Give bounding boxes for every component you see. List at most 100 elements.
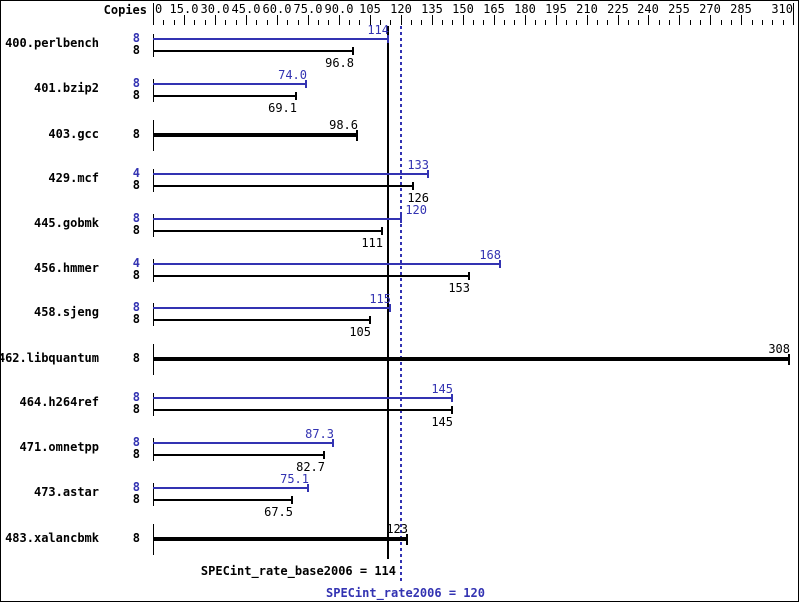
base-value-label: 126 xyxy=(407,191,429,205)
axis-tick xyxy=(236,20,237,25)
copies-value: 8 xyxy=(132,43,140,57)
axis-tick xyxy=(421,20,422,25)
peak-bar xyxy=(153,442,333,444)
copies-value: 8 xyxy=(132,127,140,141)
copies-value: 8 xyxy=(132,300,140,314)
bar-end-cap xyxy=(468,272,470,280)
axis-stub xyxy=(153,169,154,192)
axis-tick xyxy=(225,20,226,25)
base-value-label: 111 xyxy=(361,236,383,250)
axis-tick xyxy=(628,20,629,25)
copies-value: 8 xyxy=(132,268,140,282)
axis-tick xyxy=(442,20,443,25)
axis-tick xyxy=(246,15,247,25)
peak-value-label: 120 xyxy=(405,203,427,217)
axis-tick xyxy=(597,20,598,25)
axis-stub xyxy=(153,438,154,461)
benchmark-label: 458.sjeng xyxy=(33,305,99,319)
base-value-label: 82.7 xyxy=(296,460,325,474)
axis-tick-label: 0 xyxy=(155,2,163,16)
peak-value-label: 168 xyxy=(479,248,501,262)
axis-tick-label: 75.0 xyxy=(293,2,323,16)
axis-tick xyxy=(721,20,722,25)
axis-tick xyxy=(700,20,701,25)
peak-value-label: 87.3 xyxy=(305,427,334,441)
peak-value-label: 74.0 xyxy=(278,68,307,82)
axis-tick xyxy=(215,15,216,25)
bar-end-cap xyxy=(369,316,371,324)
bar-end-cap xyxy=(323,451,325,459)
base-bar xyxy=(153,409,452,411)
base-value-label: 98.6 xyxy=(329,118,358,132)
axis-tick-label: 60.0 xyxy=(262,2,292,16)
peak-bar xyxy=(153,173,428,175)
bar-end-cap xyxy=(451,406,453,414)
axis-tick xyxy=(545,20,546,25)
benchmark-label: 456.hmmer xyxy=(33,261,99,275)
axis-tick xyxy=(793,3,794,25)
benchmark-label: 471.omnetpp xyxy=(19,440,99,454)
axis-tick xyxy=(607,20,608,25)
axis-stub xyxy=(153,259,154,282)
base-bar xyxy=(153,319,370,321)
peak-bar xyxy=(153,263,500,265)
copies-value: 4 xyxy=(132,256,140,270)
axis-tick-label: 180 xyxy=(514,2,536,16)
axis-tick-label: 120 xyxy=(390,2,412,16)
axis-tick xyxy=(432,15,433,25)
benchmark-label: 400.perlbench xyxy=(5,36,99,50)
axis-tick xyxy=(184,15,185,25)
benchmark-label: 429.mcf xyxy=(48,171,99,185)
peak-reference-line xyxy=(400,26,402,584)
axis-tick-label: 270 xyxy=(699,2,721,16)
bar-end-cap xyxy=(387,35,389,43)
axis-tick xyxy=(648,15,649,25)
axis-tick xyxy=(308,15,309,25)
base-bar xyxy=(153,50,353,52)
base-value-label: 105 xyxy=(349,325,371,339)
peak-value-label: 115 xyxy=(369,292,391,306)
base-bar xyxy=(153,95,296,97)
peak-value-label: 145 xyxy=(431,382,453,396)
axis-tick xyxy=(473,20,474,25)
bar-end-cap xyxy=(400,215,402,223)
axis-tick xyxy=(452,20,453,25)
axis-tick xyxy=(587,15,588,25)
base-bar xyxy=(153,133,357,137)
base-rate-label: SPECint_rate_base2006 = 114 xyxy=(200,564,396,578)
benchmark-label: 462.libquantum xyxy=(0,351,99,365)
base-value-label: 69.1 xyxy=(268,101,297,115)
axis-tick xyxy=(669,20,670,25)
bar-end-cap xyxy=(499,260,501,268)
axis-tick-label: 255 xyxy=(668,2,690,16)
base-value-label: 96.8 xyxy=(325,56,354,70)
benchmark-label: 401.bzip2 xyxy=(33,81,99,95)
axis-tick-label: 210 xyxy=(576,2,598,16)
axis-tick-label: 90.0 xyxy=(324,2,354,16)
peak-value-label: 133 xyxy=(407,158,429,172)
axis-tick-label: 30.0 xyxy=(200,2,230,16)
copies-value: 8 xyxy=(132,390,140,404)
axis-tick xyxy=(339,15,340,25)
peak-value-label: 75.1 xyxy=(280,472,309,486)
copies-value: 8 xyxy=(132,31,140,45)
axis-tick xyxy=(463,15,464,25)
copies-value: 8 xyxy=(132,531,140,545)
copies-value: 8 xyxy=(132,447,140,461)
copies-header: Copies xyxy=(103,3,147,17)
peak-bar xyxy=(153,38,388,40)
axis-tick xyxy=(752,20,753,25)
base-bar xyxy=(153,499,292,501)
axis-tick-label: 285 xyxy=(730,2,752,16)
axis-tick-label: 225 xyxy=(607,2,629,16)
copies-value: 8 xyxy=(132,76,140,90)
axis-tick xyxy=(483,20,484,25)
axis-tick xyxy=(287,20,288,25)
bar-end-cap xyxy=(412,182,414,190)
axis-tick xyxy=(638,20,639,25)
axis-stub xyxy=(153,79,154,102)
base-value-label: 123 xyxy=(386,522,408,536)
axis-tick xyxy=(328,20,329,25)
peak-value-label: 114 xyxy=(367,23,389,37)
bar-end-cap xyxy=(307,484,309,492)
